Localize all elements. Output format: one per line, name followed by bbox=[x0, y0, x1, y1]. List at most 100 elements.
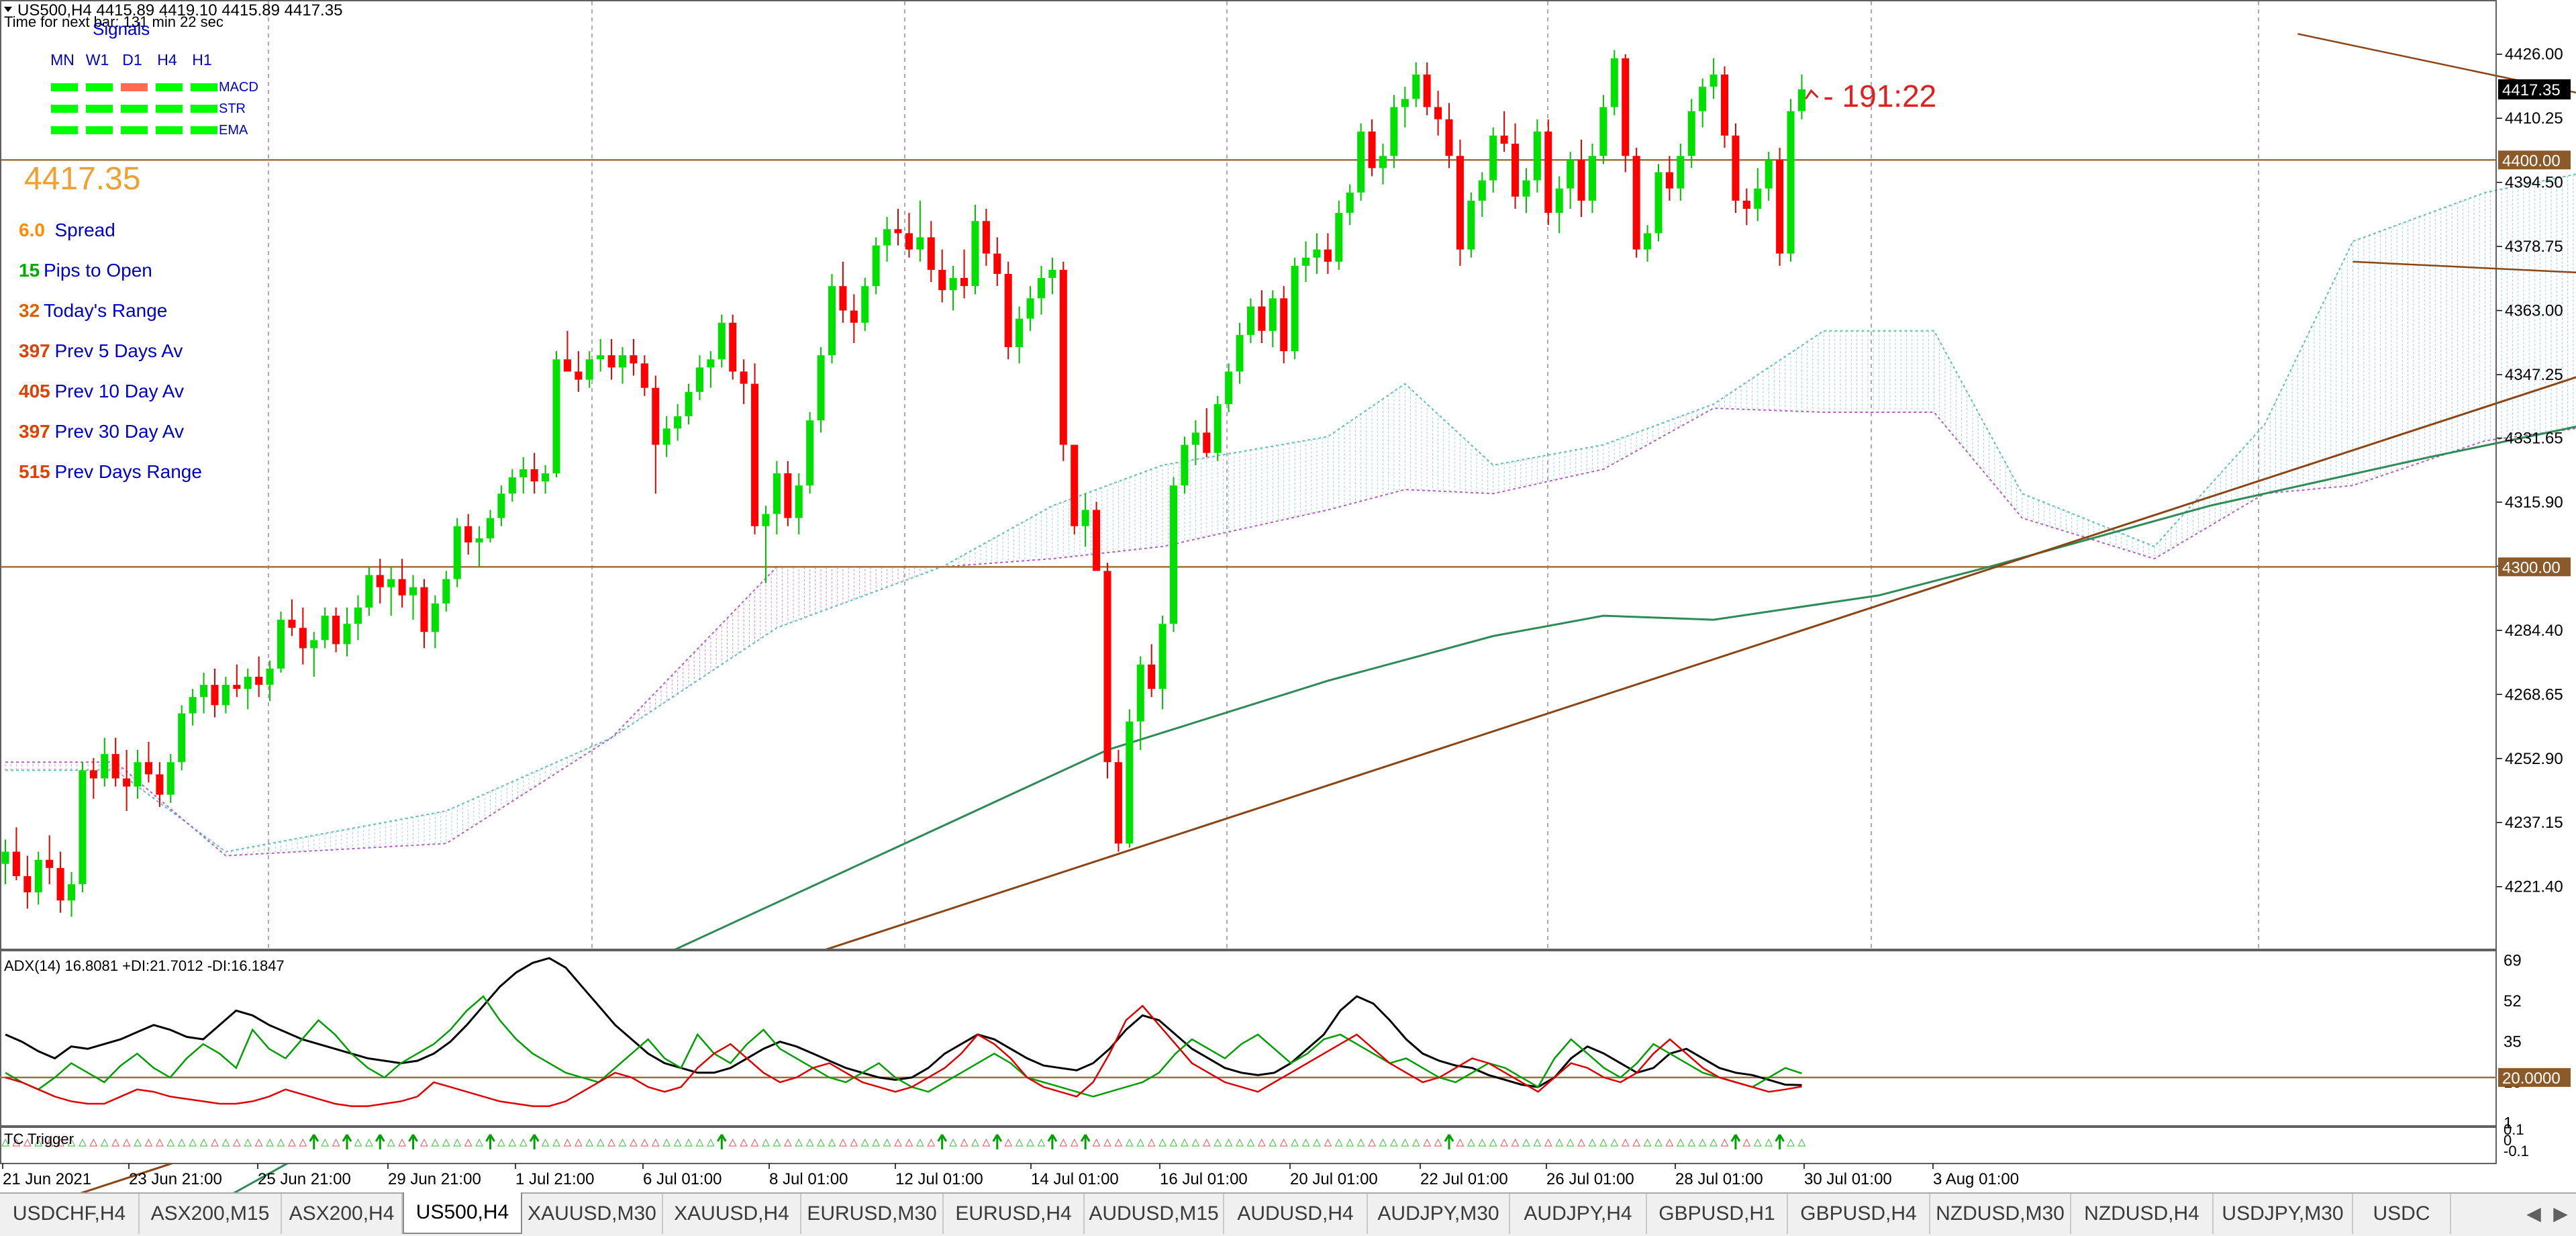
candle[interactable] bbox=[784, 461, 792, 526]
candle[interactable] bbox=[354, 595, 362, 640]
candle[interactable] bbox=[1357, 123, 1365, 201]
candle[interactable] bbox=[288, 599, 296, 636]
candle[interactable] bbox=[1280, 286, 1288, 364]
tab-nzdusd-m30[interactable]: NZDUSD,M30 bbox=[1930, 1194, 2071, 1234]
candle[interactable] bbox=[1071, 444, 1079, 534]
candle[interactable] bbox=[597, 338, 605, 372]
candle[interactable] bbox=[497, 485, 505, 526]
candle[interactable] bbox=[585, 351, 593, 388]
tab-us500-h4[interactable]: US500,H4 bbox=[403, 1192, 522, 1234]
candle[interactable] bbox=[1632, 148, 1640, 258]
candle[interactable] bbox=[56, 851, 64, 913]
adx-panel[interactable]: ADX(14) 16.8081 +DI:21.7012 -DI:16.1847 bbox=[0, 950, 2497, 1127]
candle[interactable] bbox=[1412, 62, 1420, 107]
tab-nzdusd-h4[interactable]: NZDUSD,H4 bbox=[2071, 1194, 2214, 1234]
candle[interactable] bbox=[1512, 123, 1520, 209]
candle[interactable] bbox=[982, 209, 990, 266]
candle[interactable] bbox=[1015, 306, 1024, 364]
candle[interactable] bbox=[431, 595, 439, 649]
candle[interactable] bbox=[134, 750, 142, 799]
candle[interactable] bbox=[1368, 119, 1376, 177]
candle[interactable] bbox=[1401, 87, 1409, 128]
candle[interactable] bbox=[1203, 408, 1211, 457]
candle[interactable] bbox=[1732, 123, 1740, 213]
candle[interactable] bbox=[619, 347, 627, 384]
candle[interactable] bbox=[277, 611, 285, 673]
candle[interactable] bbox=[1291, 257, 1299, 360]
candle[interactable] bbox=[189, 689, 197, 726]
candle[interactable] bbox=[1, 839, 9, 885]
candle[interactable] bbox=[1644, 225, 1652, 262]
candle[interactable] bbox=[1721, 66, 1729, 148]
candle[interactable] bbox=[1467, 192, 1475, 258]
candle[interactable] bbox=[828, 273, 836, 364]
candle[interactable] bbox=[971, 204, 979, 295]
candle[interactable] bbox=[872, 237, 880, 295]
tab-scroll-right-icon[interactable]: ▶ bbox=[2553, 1202, 2568, 1225]
candle[interactable] bbox=[266, 660, 274, 702]
candle[interactable] bbox=[607, 338, 615, 380]
candle[interactable] bbox=[68, 871, 76, 917]
tab-xauusd-m30[interactable]: XAUUSD,M30 bbox=[522, 1194, 663, 1234]
candle[interactable] bbox=[1665, 156, 1673, 201]
candle[interactable] bbox=[1158, 616, 1167, 710]
candle[interactable] bbox=[1170, 477, 1178, 632]
candle[interactable] bbox=[79, 762, 87, 893]
candle[interactable] bbox=[1567, 152, 1575, 209]
candle[interactable] bbox=[894, 209, 902, 246]
candle[interactable] bbox=[542, 465, 550, 494]
candle[interactable] bbox=[12, 827, 20, 880]
candle[interactable] bbox=[332, 607, 340, 653]
candle[interactable] bbox=[1555, 176, 1563, 234]
candle[interactable] bbox=[773, 461, 781, 534]
candle[interactable] bbox=[1048, 257, 1056, 295]
candle[interactable] bbox=[1313, 233, 1321, 274]
candle[interactable] bbox=[751, 363, 759, 534]
candle[interactable] bbox=[1478, 172, 1486, 218]
candle[interactable] bbox=[729, 314, 737, 380]
candle[interactable] bbox=[123, 750, 131, 811]
tab-gbpusd-h4[interactable]: GBPUSD,H4 bbox=[1788, 1194, 1930, 1234]
candle[interactable] bbox=[1434, 91, 1442, 136]
tab-usdc[interactable]: USDC bbox=[2353, 1194, 2451, 1234]
candle[interactable] bbox=[1654, 164, 1663, 242]
candle[interactable] bbox=[1324, 233, 1332, 274]
candle[interactable] bbox=[905, 213, 913, 258]
candle[interactable] bbox=[1699, 79, 1707, 128]
candle[interactable] bbox=[1522, 168, 1530, 213]
candle[interactable] bbox=[563, 330, 571, 372]
candle[interactable] bbox=[1269, 290, 1277, 348]
tab-audjpy-h4[interactable]: AUDJPY,H4 bbox=[1510, 1194, 1647, 1234]
candle[interactable] bbox=[685, 383, 693, 425]
candle[interactable] bbox=[1500, 111, 1508, 152]
candle[interactable] bbox=[1148, 644, 1156, 698]
candle[interactable] bbox=[1081, 493, 1089, 547]
tab-asx200-h4[interactable]: ASX200,H4 bbox=[282, 1194, 403, 1234]
candle[interactable] bbox=[993, 237, 1001, 287]
tab-audusd-h4[interactable]: AUDUSD,H4 bbox=[1224, 1194, 1368, 1234]
candle[interactable] bbox=[1346, 184, 1354, 226]
candle[interactable] bbox=[1742, 188, 1750, 226]
candle[interactable] bbox=[1599, 95, 1607, 164]
tab-eurusd-h4[interactable]: EURUSD,H4 bbox=[944, 1194, 1085, 1234]
tab-gbpusd-h1[interactable]: GBPUSD,H1 bbox=[1647, 1194, 1788, 1234]
candle[interactable] bbox=[575, 351, 583, 392]
tab-asx200-m15[interactable]: ASX200,M15 bbox=[140, 1194, 282, 1234]
candle[interactable] bbox=[1181, 436, 1189, 494]
candle[interactable] bbox=[23, 855, 32, 909]
candle[interactable] bbox=[1797, 75, 1805, 120]
candle[interactable] bbox=[740, 359, 748, 404]
candle[interactable] bbox=[321, 607, 329, 649]
candle[interactable] bbox=[1390, 95, 1398, 169]
candle[interactable] bbox=[530, 453, 538, 494]
tab-eurusd-m30[interactable]: EURUSD,M30 bbox=[801, 1194, 944, 1234]
candle[interactable] bbox=[1103, 563, 1111, 779]
candle[interactable] bbox=[255, 656, 263, 698]
candle[interactable] bbox=[883, 217, 891, 262]
tc-trigger-panel[interactable]: TC Trigger bbox=[0, 1127, 2497, 1164]
candle[interactable] bbox=[1754, 168, 1762, 222]
candle[interactable] bbox=[949, 265, 957, 311]
candle[interactable] bbox=[387, 567, 395, 616]
candle[interactable] bbox=[1622, 54, 1630, 173]
candle[interactable] bbox=[1126, 709, 1134, 848]
